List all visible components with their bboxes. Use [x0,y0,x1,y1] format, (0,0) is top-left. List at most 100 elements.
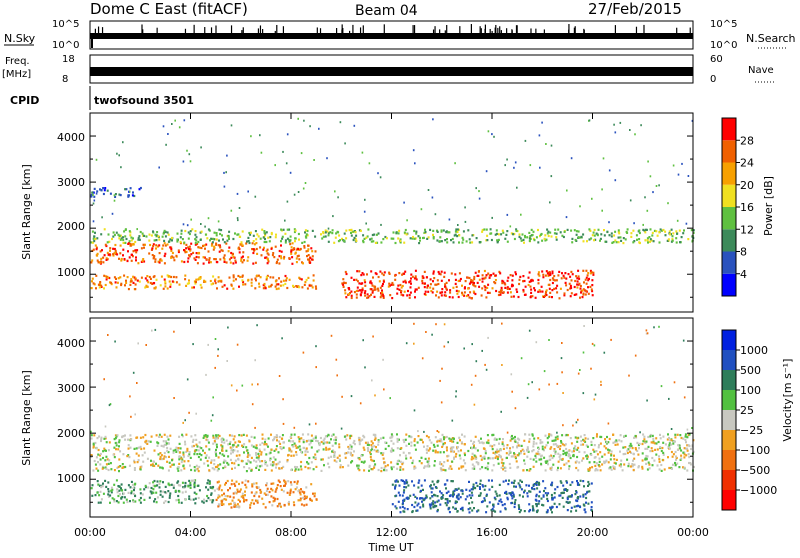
velocity-cell [528,503,531,506]
power-cell [659,228,662,231]
velocity-cell [272,461,275,464]
power-cell [545,270,548,273]
power-cell [586,274,589,277]
velocity-scatter [425,331,427,333]
power-cell [456,235,459,238]
power-cell [440,240,443,243]
power-cell [376,287,379,290]
power-cell [448,296,451,299]
power-cell [461,284,463,287]
power-cell [157,260,160,263]
velocity-cell [535,452,538,455]
velocity-colorbar-tick: −500 [740,464,770,477]
power-scatter [658,184,660,187]
velocity-cell [532,440,535,443]
power-cell [145,235,148,238]
velocity-cell [567,453,570,456]
power-cell [103,287,105,290]
power-cell [132,237,134,240]
power-cell [214,278,217,281]
velocity-cell [455,452,458,456]
velocity-cell [281,437,284,440]
power-cell [343,239,346,243]
power-colorbar-swatch [722,162,736,185]
power-cell [581,296,584,299]
power-cell [402,294,405,297]
power-cell [424,228,426,231]
velocity-cell [547,463,549,466]
power-cell [545,290,547,293]
velocity-cell [444,502,447,505]
power-cell [574,238,577,242]
power-cell [119,238,122,241]
power-cell [381,284,384,287]
velocity-cell [491,479,493,482]
power-scatter [520,213,522,216]
velocity-cell [585,501,587,504]
velocity-cell [227,443,230,446]
velocity-cell [374,433,377,436]
velocity-cell [569,483,572,486]
velocity-cell [334,439,337,442]
velocity-cell [605,447,608,450]
velocity-cell [193,491,196,494]
power-scatter [303,119,305,122]
power-cell [388,271,391,274]
velocity-cell [668,447,671,450]
power-cell [114,252,117,256]
velocity-cell [599,469,602,472]
velocity-scatter [251,383,253,386]
power-cell [615,241,618,244]
power-cell [215,260,218,264]
velocity-cell [504,466,507,469]
power-cell [576,283,579,286]
velocity-cell [402,468,405,471]
velocity-cell [205,438,208,441]
velocity-cell [390,435,393,439]
velocity-scatter [383,388,385,391]
velocity-cell [469,507,472,510]
velocity-scatter [340,427,343,430]
velocity-cell [541,441,544,444]
velocity-cell [584,493,587,496]
velocity-cell [558,503,561,506]
velocity-cell [401,505,404,508]
velocity-cell [142,436,145,439]
velocity-colorbar-frame [721,329,737,511]
power-cell [458,272,461,275]
velocity-ylabel: Slant Range [km] [20,370,33,466]
velocity-cell [471,509,474,512]
velocity-cell [526,446,529,449]
velocity-cell [631,465,634,468]
velocity-cell [544,487,547,490]
power-scatter [570,157,573,160]
velocity-cell [133,489,135,492]
power-cell [521,233,524,236]
power-cell [151,248,153,251]
power-cell [491,287,494,290]
velocity-cell [304,450,307,453]
power-cell [274,236,277,239]
power-cell [465,294,468,298]
velocity-cell [614,443,617,446]
velocity-cell [500,501,503,504]
velocity-cell [436,440,439,443]
power-scatter [377,172,379,175]
velocity-scatter [561,342,563,344]
power-cell [137,262,140,265]
velocity-cell [245,470,248,473]
power-cell [362,273,365,276]
velocity-cell [495,450,498,453]
velocity-cell [325,448,328,451]
power-cell [94,238,97,241]
velocity-cell [381,453,384,456]
velocity-cell [294,488,297,491]
power-cell [582,269,585,272]
velocity-cell [184,490,187,493]
velocity-cell [226,461,229,465]
power-cell [210,283,213,286]
power-cell [348,229,351,232]
power-cell [321,237,324,240]
power-cell [466,276,469,279]
